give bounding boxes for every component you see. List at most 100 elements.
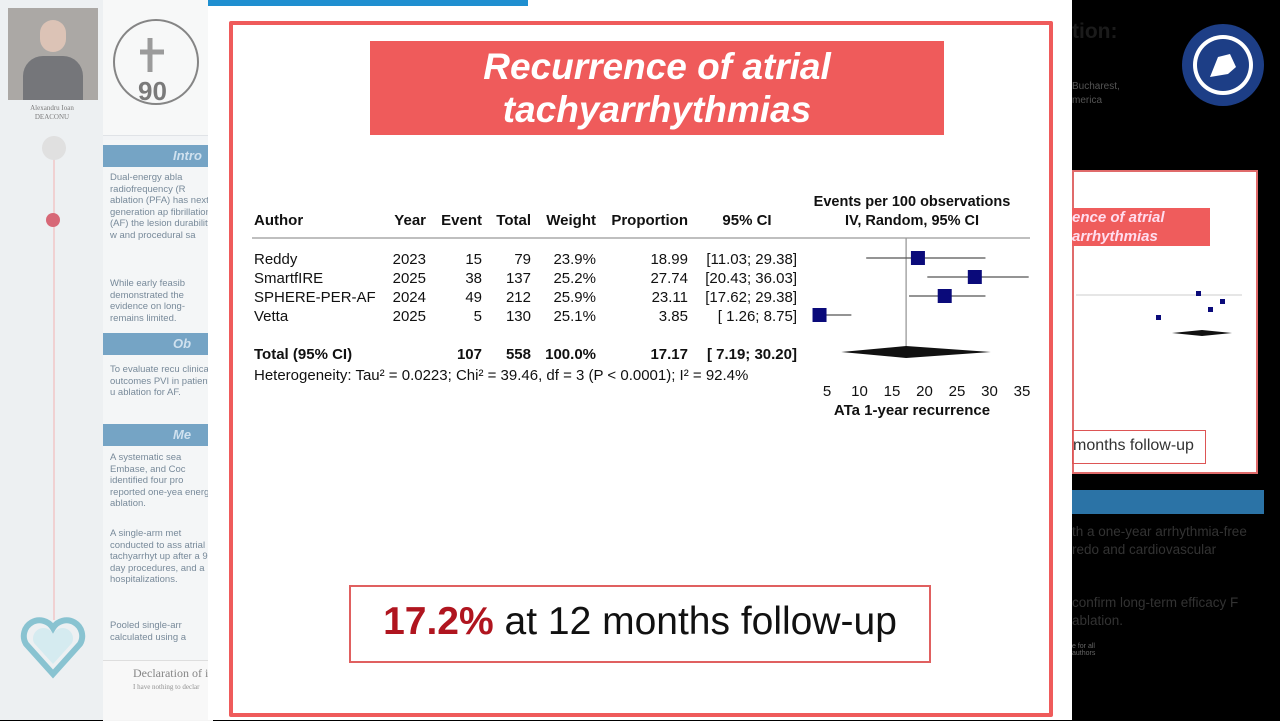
- study-estimate-marker: [812, 308, 827, 322]
- section-header-objective: Ob: [103, 333, 223, 355]
- heart-logo-icon: [20, 617, 86, 679]
- study-ci-cell: [17.62; 29.38]: [705, 289, 797, 306]
- study-event-cell: 5: [474, 308, 482, 325]
- study-proportion-cell: 3.85: [659, 308, 688, 325]
- poster-sidebar: Alexandru Ioan DEACONU: [0, 0, 103, 720]
- study-year-cell: 2024: [393, 289, 426, 306]
- study-estimate-marker: [967, 270, 982, 284]
- intro-bullet-1: Dual-energy abla radiofrequency (R ablat…: [110, 172, 213, 241]
- university-seal-icon: [1182, 24, 1264, 106]
- col-header-proportion: Proportion: [611, 212, 688, 229]
- study-year-cell: 2025: [393, 308, 426, 325]
- right-footnote: e for all authors: [1072, 643, 1096, 657]
- study-estimate-marker: [937, 289, 952, 303]
- total-cell-5: [ 7.19; 30.20]: [707, 346, 797, 363]
- x-tick-label: 15: [884, 383, 901, 400]
- slide-frame: [229, 21, 1053, 717]
- study-proportion-cell: 27.74: [650, 270, 688, 287]
- declaration-text: I have nothing to declar: [133, 683, 200, 691]
- x-tick-label: 35: [1014, 383, 1031, 400]
- x-tick-label: 25: [949, 383, 966, 400]
- intro-bullet-2: While early feasib demonstrated the evid…: [110, 278, 185, 324]
- study-year-cell: 2025: [393, 270, 426, 287]
- poster-title-fragment: tion:: [1072, 20, 1118, 43]
- x-axis-label: ATa 1-year recurrence: [834, 402, 990, 419]
- pooled-diamond: [841, 346, 991, 358]
- author-name-line1: Alexandru Ioan: [30, 104, 74, 112]
- poster-left-column: [103, 140, 214, 660]
- study-weight-cell: 25.1%: [553, 308, 596, 325]
- study-ci-cell: [ 1.26; 8.75]: [718, 308, 797, 325]
- right-conclusion-text-2: confirm long-term efficacy F ablation.: [1072, 595, 1239, 628]
- x-tick-label: 10: [851, 383, 868, 400]
- methods-bullet-2: A single-arm met conducted to ass atrial…: [110, 528, 217, 586]
- col-header-ci: 95% CI: [722, 212, 771, 229]
- study-weight-cell: 25.9%: [553, 289, 596, 306]
- timeline-dot-active: [46, 213, 60, 227]
- x-tick-label: 30: [981, 383, 998, 400]
- study-event-cell: 49: [465, 289, 482, 306]
- x-tick-label: 5: [823, 383, 831, 400]
- author-photo: [8, 8, 98, 100]
- study-author-cell: SmartfIRE: [254, 270, 323, 287]
- study-estimate-marker: [910, 251, 925, 265]
- result-text: at 12 months follow-up: [493, 600, 897, 643]
- study-event-cell: 38: [465, 270, 482, 287]
- plot-header-line2: IV, Random, 95% CI: [845, 213, 979, 229]
- x-tick-label: 20: [916, 383, 933, 400]
- top-accent-bar: [208, 0, 528, 6]
- affiliation-line1: Bucharest,: [1072, 81, 1120, 92]
- timeline-dot: [42, 136, 66, 160]
- heterogeneity-text: Heterogeneity: Tau² = 0.0223; Chi² = 39.…: [254, 367, 748, 384]
- study-author-cell: Vetta: [254, 308, 289, 325]
- col-header-event: Event: [441, 212, 482, 229]
- author-name: Alexandru Ioan DEACONU: [4, 104, 100, 122]
- total-cell-3: 100.0%: [545, 346, 596, 363]
- affiliation-line2: merica: [1072, 95, 1103, 106]
- study-author-cell: SPHERE-PER-AF: [254, 289, 376, 306]
- svg-text:90: 90: [138, 76, 167, 106]
- section-header-introduction: Intro: [103, 145, 223, 167]
- poster-affiliation-fragment: Bucharest, merica: [1072, 80, 1120, 108]
- study-weight-cell: 23.9%: [553, 251, 596, 268]
- declaration-box: Declaration of i I have nothing to decla…: [103, 660, 213, 721]
- hospital-logo-icon: 90: [113, 19, 199, 106]
- study-weight-cell: 25.2%: [553, 270, 596, 287]
- right-conclusion-text-1: th a one-year arrhythmia-free redo and c…: [1072, 524, 1247, 557]
- author-name-line2: DEACONU: [34, 113, 70, 121]
- study-ci-cell: [20.43; 36.03]: [705, 270, 797, 287]
- study-total-cell: 212: [506, 289, 531, 306]
- study-total-cell: 130: [506, 308, 531, 325]
- plot-header-line1: Events per 100 observations: [814, 194, 1011, 210]
- col-header-author: Author: [254, 212, 303, 229]
- total-cell-4: 17.17: [650, 346, 688, 363]
- right-panel-title-fragment: ence of atrial arrhythmias: [1072, 208, 1210, 246]
- study-year-cell: 2023: [393, 251, 426, 268]
- col-header-year: Year: [394, 212, 426, 229]
- forest-plot: Events per 100 observations IV, Random, …: [252, 194, 1031, 419]
- methods-bullet-3: Pooled single-arr calculated using a: [110, 620, 187, 643]
- objective-bullet-1: To evaluate recu clinical outcomes PVI i…: [110, 364, 216, 399]
- timeline-line: [53, 150, 55, 620]
- study-proportion-cell: 18.99: [650, 251, 688, 268]
- study-ci-cell: [11.03; 29.38]: [706, 251, 797, 268]
- total-cell-1: 107: [457, 346, 482, 363]
- result-value: 17.2%: [383, 600, 494, 643]
- study-author-cell: Reddy: [254, 251, 298, 268]
- study-total-cell: 79: [514, 251, 531, 268]
- declaration-title: Declaration of i: [133, 666, 209, 680]
- col-header-total: Total: [496, 212, 531, 229]
- study-event-cell: 15: [465, 251, 482, 268]
- methods-bullet-1: A systematic sea Embase, and Coc identif…: [110, 452, 215, 510]
- slide-title: Recurrence of atrial tachyarrhythmias: [370, 41, 944, 135]
- result-box: 17.2% at 12 months follow-up: [349, 585, 931, 663]
- right-followup-fragment: months follow-up: [1072, 430, 1206, 464]
- col-header-weight: Weight: [546, 212, 596, 229]
- study-proportion-cell: 23.11: [652, 289, 688, 306]
- total-cell-0: Total (95% CI): [254, 346, 352, 363]
- total-cell-2: 558: [506, 346, 531, 363]
- mini-forest-plot: [1076, 291, 1242, 336]
- right-section-bar: [1072, 490, 1264, 514]
- section-header-methods: Me: [103, 424, 223, 446]
- study-total-cell: 137: [506, 270, 531, 287]
